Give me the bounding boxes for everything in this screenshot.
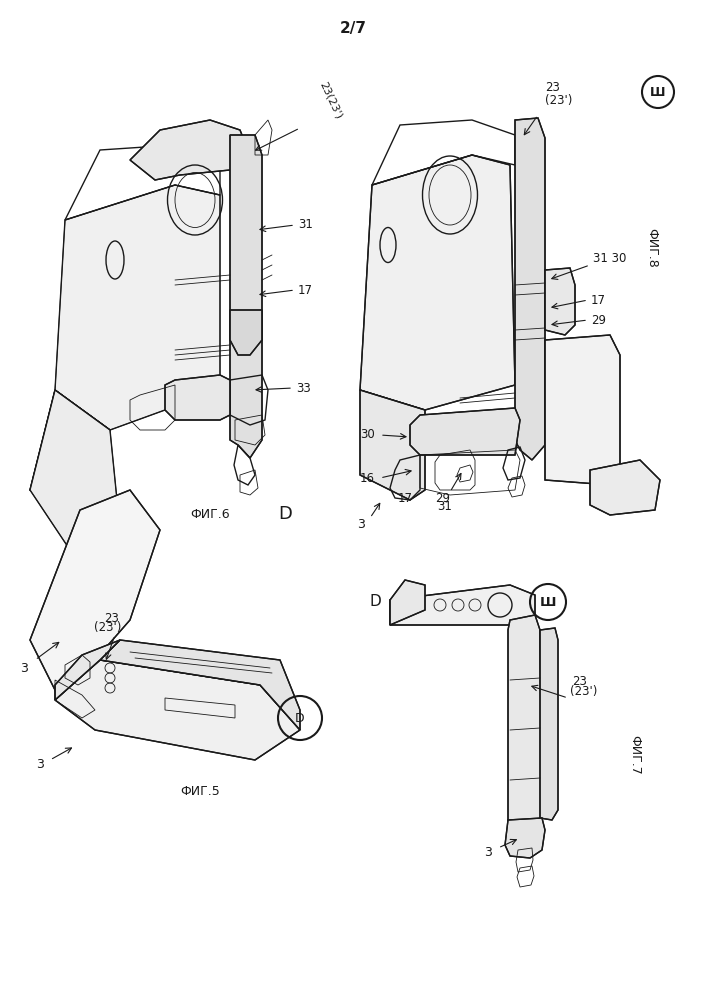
- Text: ФИГ.8: ФИГ.8: [645, 228, 658, 268]
- Text: 33: 33: [296, 381, 311, 394]
- Text: 29: 29: [435, 491, 450, 504]
- Text: 17: 17: [591, 294, 606, 306]
- Text: 3: 3: [20, 662, 28, 674]
- Text: 23: 23: [545, 81, 560, 94]
- Polygon shape: [360, 390, 425, 500]
- Text: (23'): (23'): [94, 621, 122, 634]
- Text: 31 30: 31 30: [593, 251, 626, 264]
- Text: 23: 23: [105, 612, 119, 625]
- Polygon shape: [505, 818, 545, 858]
- Text: 29: 29: [591, 314, 606, 326]
- Polygon shape: [55, 660, 300, 760]
- Text: 3: 3: [484, 846, 492, 858]
- Polygon shape: [410, 408, 520, 455]
- Polygon shape: [545, 335, 620, 485]
- Polygon shape: [230, 135, 262, 458]
- Polygon shape: [390, 585, 535, 625]
- Polygon shape: [30, 390, 110, 510]
- Polygon shape: [55, 185, 220, 430]
- Polygon shape: [30, 390, 120, 550]
- Polygon shape: [165, 375, 230, 420]
- Polygon shape: [590, 460, 660, 515]
- Text: 17: 17: [398, 491, 413, 504]
- Text: 31: 31: [298, 219, 313, 232]
- Text: ФИГ.7: ФИГ.7: [628, 735, 641, 775]
- Polygon shape: [360, 155, 515, 410]
- Text: ФИГ.5: ФИГ.5: [180, 785, 220, 798]
- Polygon shape: [55, 640, 120, 700]
- Text: 31: 31: [438, 500, 452, 513]
- Text: (23'): (23'): [545, 94, 573, 107]
- Polygon shape: [130, 120, 250, 180]
- Text: 23: 23: [572, 675, 587, 688]
- Text: Ш: Ш: [539, 595, 556, 608]
- Text: 30: 30: [361, 428, 375, 442]
- Polygon shape: [30, 490, 160, 700]
- Text: (23'): (23'): [570, 685, 597, 698]
- Polygon shape: [390, 580, 425, 625]
- Polygon shape: [540, 628, 558, 820]
- Text: 2/7: 2/7: [339, 20, 366, 35]
- Polygon shape: [100, 640, 300, 730]
- Text: D: D: [278, 505, 292, 523]
- Polygon shape: [545, 268, 575, 335]
- Text: 23(23'): 23(23'): [318, 80, 344, 120]
- Text: Ш: Ш: [650, 86, 666, 99]
- Polygon shape: [515, 118, 545, 460]
- Text: 3: 3: [36, 758, 44, 770]
- Text: 3: 3: [357, 518, 365, 532]
- Polygon shape: [230, 310, 262, 355]
- Text: 17: 17: [298, 284, 313, 296]
- Polygon shape: [508, 615, 542, 840]
- Text: D: D: [369, 594, 381, 609]
- Text: D: D: [296, 712, 305, 724]
- Text: ФИГ.6: ФИГ.6: [190, 508, 230, 521]
- Text: 16: 16: [360, 472, 375, 485]
